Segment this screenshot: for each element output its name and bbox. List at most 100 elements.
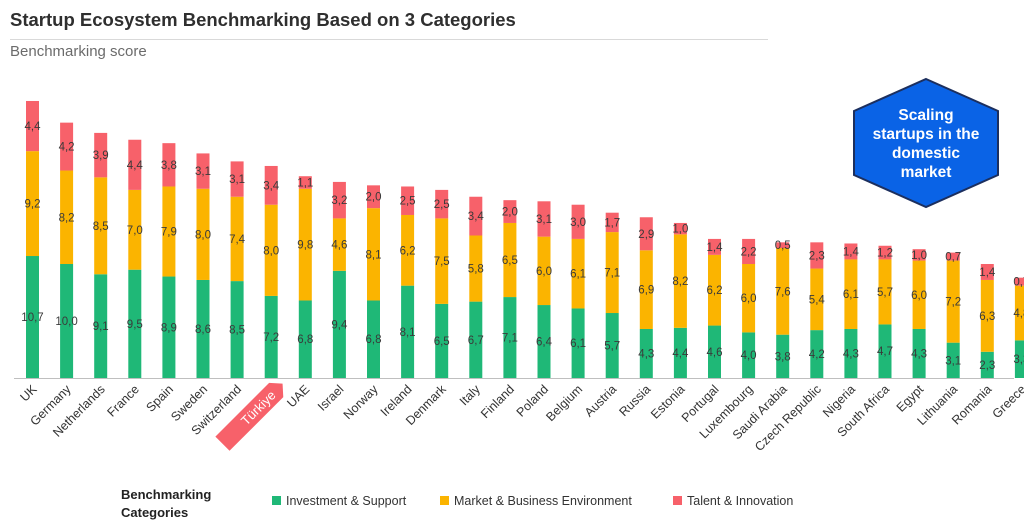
- x-tick-label-austria: Austria: [582, 382, 619, 419]
- legend-item-market-business: Market & Business Environment: [440, 494, 632, 508]
- data-label-greece-investment-support: 3,3: [1013, 354, 1024, 366]
- x-tick-label-russia: Russia: [616, 382, 653, 419]
- bar-denmark-market-business-environment: [435, 218, 449, 304]
- data-label-finland-investment-support: 7,1: [502, 333, 518, 345]
- highlight-badge-shape: [215, 382, 284, 451]
- data-label-germany-investment-support: 10,0: [55, 316, 77, 328]
- bar-sweden-investment-support: [196, 279, 210, 378]
- data-label-egypt-investment-support: 4,3: [911, 348, 927, 360]
- data-label-netherlands-market-business-environment: 8,5: [93, 221, 109, 233]
- data-label-uae-market-business-environment: 9,8: [297, 240, 313, 252]
- data-label-czech-republic-market-business-environment: 5,4: [809, 294, 826, 306]
- bar-estonia-market-business-environment: [673, 234, 687, 328]
- data-label-romania-investment-support: 2,3: [979, 360, 995, 372]
- data-label-switzerland-market-business-environment: 7,4: [229, 234, 246, 246]
- data-label-romania-market-business-environment: 6,3: [979, 311, 995, 323]
- bar-poland-investment-support: [537, 305, 551, 378]
- data-label-south-africa-talent-innovation: 1,2: [877, 248, 893, 260]
- data-label-uk-market-business-environment: 9,2: [25, 199, 41, 211]
- data-label-lithuania-talent-innovation: 0,7: [945, 252, 961, 264]
- legend-swatch-market-business: [440, 496, 449, 505]
- data-label-spain-talent-innovation: 3,8: [161, 160, 177, 172]
- data-label-germany-market-business-environment: 8,2: [59, 212, 75, 224]
- data-label-uae-talent-innovation: 1,1: [297, 177, 313, 189]
- bar-nigeria-talent-innovation: [844, 243, 858, 260]
- data-label-norway-talent-innovation: 2,0: [366, 192, 382, 204]
- bar-finland-market-business-environment: [503, 222, 517, 298]
- x-tick-label-france: France: [105, 382, 142, 419]
- bar-portugal-investment-support: [708, 325, 721, 378]
- data-label-austria-investment-support: 5,7: [604, 341, 620, 353]
- data-label-luxembourg-market-business-environment: 6,0: [741, 293, 757, 305]
- bar-lithuania-investment-support: [946, 342, 960, 378]
- bar-finland-talent-innovation: [503, 200, 517, 223]
- bar-russia-investment-support: [639, 328, 653, 378]
- data-label-germany-talent-innovation: 4,2: [59, 142, 75, 154]
- data-label-turkiye-investment-support: 7,2: [263, 332, 279, 344]
- data-label-romania-talent-innovation: 1,4: [979, 267, 996, 279]
- x-tick-label-turkiye: Türkiye: [238, 388, 279, 429]
- bar-netherlands-market-business-environment: [94, 177, 108, 275]
- bar-uae-talent-innovation: [298, 176, 312, 189]
- x-tick-label-italy: Italy: [457, 382, 484, 409]
- bar-estonia-investment-support: [673, 327, 687, 378]
- chart-subtitle: Benchmarking score: [10, 43, 147, 60]
- bar-spain-investment-support: [162, 276, 176, 378]
- data-label-norway-investment-support: 6,8: [366, 334, 382, 346]
- legend-swatch-talent-innovation: [673, 496, 682, 505]
- bar-uae-market-business-environment: [298, 188, 312, 301]
- bar-germany-talent-innovation: [60, 122, 74, 171]
- bar-luxembourg-investment-support: [742, 332, 756, 378]
- data-label-norway-market-business-environment: 8,1: [366, 249, 382, 261]
- bar-norway-investment-support: [367, 300, 380, 378]
- data-label-switzerland-talent-innovation: 3,1: [229, 174, 245, 186]
- bar-saudi-arabia-market-business-environment: [776, 248, 790, 335]
- data-label-sweden-market-business-environment: 8,0: [195, 229, 211, 241]
- bar-ireland-talent-innovation: [401, 186, 415, 215]
- bar-estonia-talent-innovation: [673, 222, 687, 235]
- legend-title: Benchmarking Categories: [121, 487, 212, 520]
- bar-egypt-investment-support: [912, 328, 926, 378]
- bar-czech-republic-market-business-environment: [810, 268, 824, 331]
- data-label-south-africa-investment-support: 4,7: [877, 346, 893, 358]
- data-label-russia-market-business-environment: 6,9: [638, 285, 654, 297]
- bar-czech-republic-talent-innovation: [810, 242, 824, 269]
- chart-title: Startup Ecosystem Benchmarking Based on …: [10, 9, 516, 30]
- bar-austria-market-business-environment: [605, 232, 619, 314]
- bar-south-africa-market-business-environment: [878, 259, 892, 325]
- data-label-ireland-investment-support: 8,1: [400, 327, 416, 339]
- bar-portugal-talent-innovation: [708, 238, 721, 255]
- bar-belgium-investment-support: [571, 308, 585, 378]
- data-label-egypt-market-business-environment: 6,0: [911, 290, 927, 302]
- data-label-netherlands-talent-innovation: 3,9: [93, 150, 109, 162]
- bar-turkiye-talent-innovation: [264, 165, 278, 205]
- bar-italy-investment-support: [469, 301, 483, 378]
- data-label-ireland-market-business-environment: 6,2: [400, 245, 416, 257]
- x-tick-label-uk: UK: [17, 382, 40, 405]
- bar-greece-talent-innovation: [1014, 277, 1024, 286]
- bar-finland-investment-support: [503, 297, 517, 378]
- data-label-israel-investment-support: 9,4: [331, 319, 348, 331]
- bar-nigeria-market-business-environment: [844, 259, 858, 329]
- bar-uk-market-business-environment: [26, 151, 39, 257]
- data-label-egypt-talent-innovation: 1,0: [911, 250, 927, 262]
- data-label-spain-investment-support: 8,9: [161, 322, 177, 334]
- bar-austria-investment-support: [605, 313, 619, 378]
- x-tick-label-uae: UAE: [284, 382, 312, 410]
- data-label-poland-talent-innovation: 3,1: [536, 214, 552, 226]
- bar-switzerland-investment-support: [230, 281, 244, 378]
- bar-uk-investment-support: [26, 256, 39, 378]
- data-label-denmark-investment-support: 6,5: [434, 336, 450, 348]
- data-label-south-africa-market-business-environment: 5,7: [877, 287, 893, 299]
- bar-sweden-market-business-environment: [196, 188, 210, 280]
- data-label-luxembourg-investment-support: 4,0: [741, 350, 757, 362]
- data-label-uk-investment-support: 10,7: [21, 312, 43, 324]
- bar-portugal-market-business-environment: [708, 254, 721, 326]
- title-divider: [10, 39, 768, 40]
- bar-france-talent-innovation: [128, 139, 142, 190]
- bar-romania-investment-support: [980, 351, 994, 378]
- data-label-france-investment-support: 9,5: [127, 319, 143, 331]
- data-label-israel-talent-innovation: 3,2: [331, 195, 347, 207]
- data-label-ireland-talent-innovation: 2,5: [400, 196, 416, 208]
- data-label-netherlands-investment-support: 9,1: [93, 321, 109, 333]
